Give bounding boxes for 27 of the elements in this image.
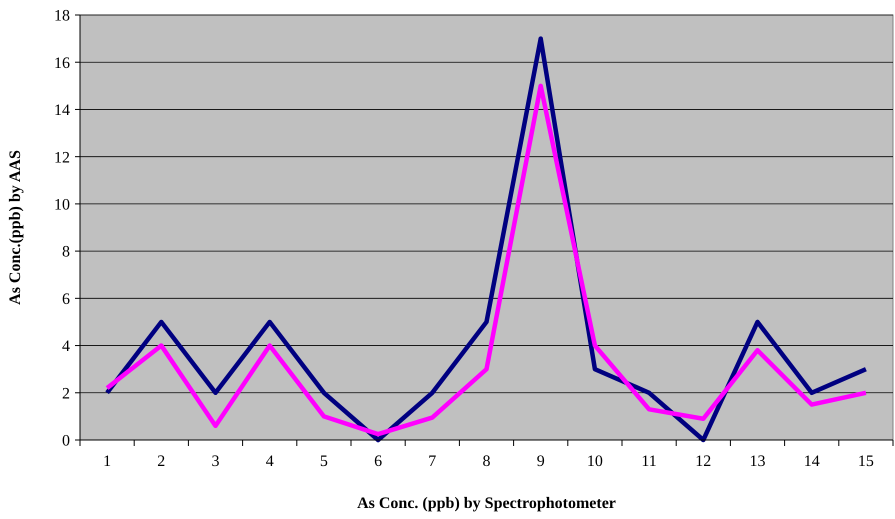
y-tick-label: 4 <box>62 338 70 356</box>
x-tick-label: 4 <box>266 453 274 470</box>
x-tick-label: 9 <box>536 453 545 470</box>
x-tick-label: 12 <box>695 453 712 470</box>
x-tick-label: 10 <box>586 453 603 470</box>
y-tick-label: 0 <box>62 432 70 450</box>
y-tick-label: 8 <box>62 244 70 261</box>
x-tick-label: 5 <box>320 453 328 470</box>
y-tick-label: 10 <box>54 196 70 214</box>
y-tick-label: 18 <box>54 8 70 25</box>
y-tick-label: 12 <box>54 149 70 166</box>
x-tick-label: 13 <box>750 453 766 470</box>
y-tick-label: 16 <box>54 54 70 72</box>
y-tick-label: 6 <box>62 290 70 308</box>
y-tick-label: 14 <box>54 102 70 120</box>
x-tick-label: 14 <box>804 453 820 470</box>
x-tick-label: 7 <box>428 453 436 470</box>
x-tick-label: 6 <box>374 453 382 470</box>
y-axis-title: As Conc.(ppb) by AAS <box>7 150 24 305</box>
x-tick-label: 15 <box>858 453 874 470</box>
x-tick-label: 2 <box>157 453 166 470</box>
y-tick-label: 2 <box>62 385 70 402</box>
x-tick-label: 1 <box>103 453 112 470</box>
x-tick-label: 3 <box>212 453 220 470</box>
x-tick-label: 8 <box>482 453 490 470</box>
x-tick-label: 11 <box>641 453 657 470</box>
x-axis-title: As Conc. (ppb) by Spectrophotometer <box>357 495 616 512</box>
